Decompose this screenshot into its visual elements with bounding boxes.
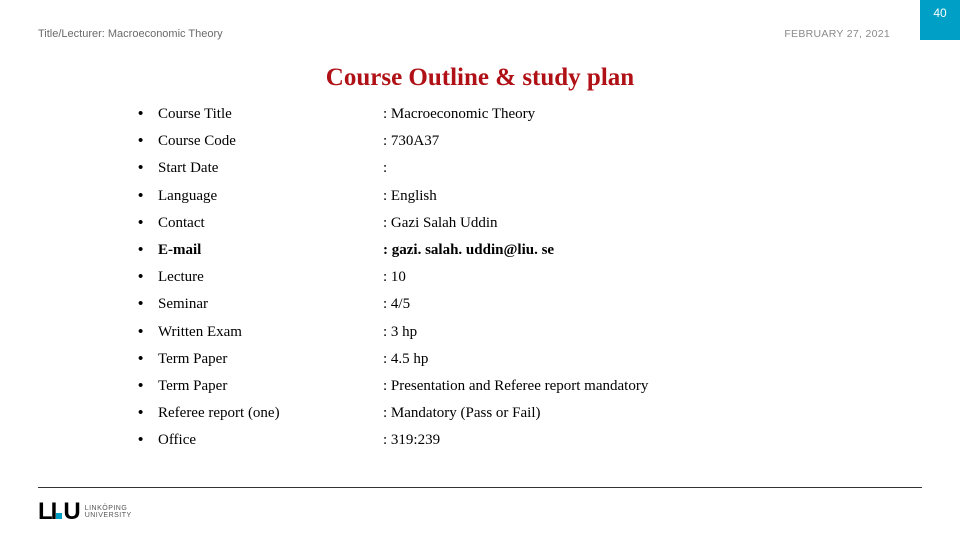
logo-text: LINKÖPING UNIVERSITY [85,505,132,520]
outline-value: : 10 [383,270,920,285]
logo-mark: L I U [38,498,79,526]
bullet-icon: • [138,188,158,203]
outline-value: : 4.5 hp [383,352,920,367]
outline-label: Referee report (one) [158,406,383,421]
outline-label: Language [158,189,383,204]
page-title: Course Outline & study plan [0,64,960,92]
bullet-icon: • [138,296,158,311]
logo-letter: I [51,498,56,526]
outline-row: •E-mail: gazi. salah. uddin@liu. se [138,242,920,258]
bullet-icon: • [138,269,158,284]
bullet-icon: • [138,215,158,230]
outline-label: E-mail [158,243,383,258]
logo-letter: U [63,498,78,526]
outline-label: Term Paper [158,352,383,367]
outline-row: •Lecture: 10 [138,269,920,285]
outline-row: •Term Paper: 4.5 hp [138,351,920,367]
outline-row: •Seminar: 4/5 [138,296,920,312]
outline-value: : Mandatory (Pass or Fail) [383,406,920,421]
outline-row: •Contact: Gazi Salah Uddin [138,215,920,231]
outline-row: •Course Code: 730A37 [138,133,920,149]
outline-value: : English [383,189,920,204]
outline-row: •Written Exam: 3 hp [138,324,920,340]
outline-row: •Term Paper: Presentation and Referee re… [138,378,920,394]
outline-value: : Macroeconomic Theory [383,107,920,122]
logo-line-2: UNIVERSITY [85,512,132,519]
footer-divider [38,487,922,488]
outline-label: Written Exam [158,325,383,340]
header-title: Title/Lecturer: Macroeconomic Theory [38,28,223,40]
bullet-icon: • [138,378,158,393]
bullet-icon: • [138,324,158,339]
bullet-icon: • [138,242,158,257]
slide-number-badge: 40 [920,0,960,40]
outline-label: Course Code [158,134,383,149]
outline-value: : 730A37 [383,134,920,149]
bullet-icon: • [138,106,158,121]
outline-value: : [383,161,920,176]
university-logo: L I U LINKÖPING UNIVERSITY [38,498,132,526]
logo-line-1: LINKÖPING [85,505,132,512]
outline-value: : 4/5 [383,297,920,312]
header-date: FEBRUARY 27, 2021 [784,28,890,40]
outline-label: Lecture [158,270,383,285]
outline-row: •Course Title: Macroeconomic Theory [138,106,920,122]
outline-label: Contact [158,216,383,231]
outline-value: : 319:239 [383,433,920,448]
outline-row: •Language: English [138,188,920,204]
bullet-icon: • [138,432,158,447]
outline-label: Seminar [158,297,383,312]
slide-number-value: 40 [933,6,946,20]
bullet-icon: • [138,351,158,366]
bullet-icon: • [138,405,158,420]
outline-value: : Gazi Salah Uddin [383,216,920,231]
outline-row: •Referee report (one): Mandatory (Pass o… [138,405,920,421]
logo-letter: L [38,498,51,526]
bullet-icon: • [138,133,158,148]
outline-value: : gazi. salah. uddin@liu. se [383,243,920,258]
logo-dot-icon [56,513,62,519]
outline-label: Term Paper [158,379,383,394]
outline-list: •Course Title: Macroeconomic Theory•Cour… [138,106,920,459]
outline-row: •Start Date: [138,160,920,176]
outline-label: Course Title [158,107,383,122]
bullet-icon: • [138,160,158,175]
outline-value: : 3 hp [383,325,920,340]
outline-label: Start Date [158,161,383,176]
outline-row: •Office: 319:239 [138,432,920,448]
outline-value: : Presentation and Referee report mandat… [383,379,920,394]
outline-label: Office [158,433,383,448]
